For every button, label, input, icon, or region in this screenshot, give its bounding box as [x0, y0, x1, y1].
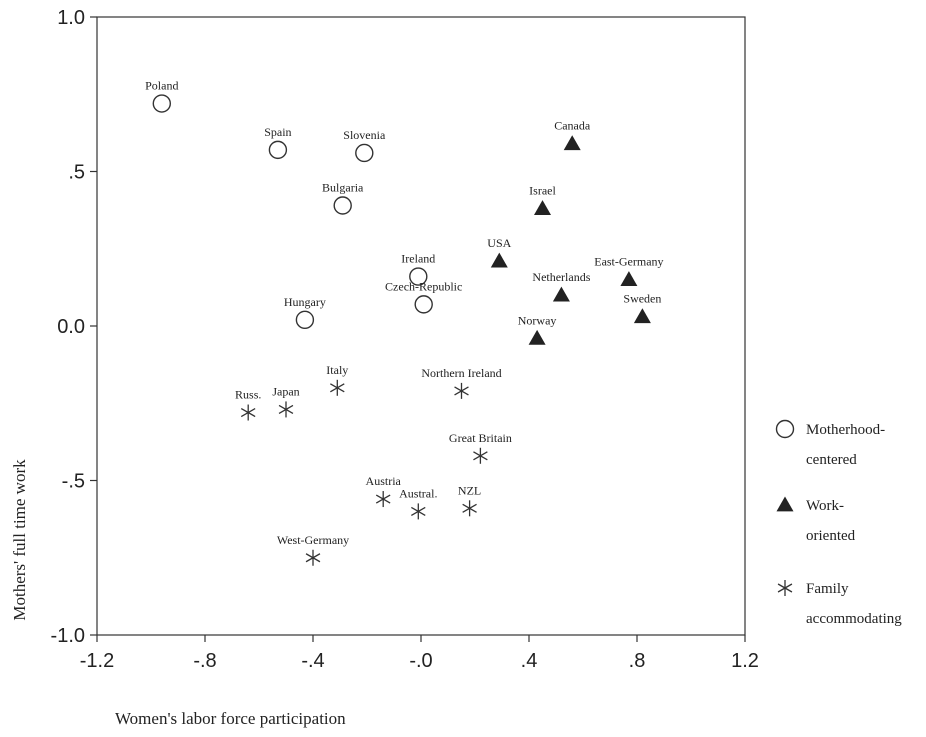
x-axis-ticks: -1.2 -.8 -.4 -.0 .4 .8 1.2: [80, 635, 759, 672]
point-norway: [528, 329, 546, 345]
point-nzl: [462, 500, 477, 517]
point-spain: [268, 140, 288, 160]
x-tick-label: -1.2: [80, 650, 114, 672]
point-israel: [534, 200, 551, 215]
x-tick-label: -.4: [301, 650, 324, 672]
y-tick-label: -1.0: [51, 625, 85, 647]
legend: Motherhood-centered Work-oriented Family ac…: [775, 419, 902, 627]
point-italy: [330, 379, 345, 396]
legend-label-motherhood-centered: Motherhood-: [806, 422, 885, 438]
point-label-poland: Poland: [145, 79, 178, 93]
point-label-israel: Israel: [529, 184, 556, 198]
point-russ: [240, 404, 256, 421]
point-label-nzl: NZL: [458, 483, 481, 497]
legend-label-work-oriented: oriented: [806, 528, 856, 544]
point-austria: [375, 491, 391, 508]
legend-marker-work-oriented: [776, 496, 794, 512]
point-west-germany: [305, 549, 321, 566]
legend-marker-motherhood-centered: [775, 419, 795, 439]
point-label-west-germany: West-Germany: [277, 533, 349, 547]
y-tick-label: 0.0: [57, 316, 85, 338]
y-tick-label: 1.0: [57, 7, 85, 29]
x-axis-label: Women's labor force participation: [115, 709, 346, 728]
point-label-russ: Russ.: [235, 388, 261, 402]
point-label-netherlands: Netherlands: [532, 270, 590, 284]
point-label-austria: Austria: [366, 474, 402, 488]
point-label-bulgaria: Bulgaria: [322, 180, 364, 194]
point-label-sweden: Sweden: [623, 292, 661, 306]
point-label-northern-ireland: Northern Ireland: [421, 366, 501, 380]
point-label-austral: Austral.: [399, 486, 437, 500]
point-czech-republic: [414, 295, 433, 314]
legend-label-family-accommodating: Family: [806, 581, 849, 597]
point-ireland: [409, 267, 428, 286]
point-japan: [278, 401, 294, 418]
point-austral: [411, 503, 426, 520]
point-label-spain: Spain: [264, 125, 291, 139]
point-usa: [490, 252, 508, 268]
point-sweden: [633, 308, 651, 324]
legend-label-motherhood-centered: centered: [806, 452, 857, 468]
point-label-east-germany: East-Germany: [594, 255, 663, 269]
y-axis-label: Mothers' full time work: [10, 459, 29, 621]
point-netherlands: [552, 286, 570, 302]
point-hungary: [295, 310, 315, 330]
point-canada: [563, 135, 581, 151]
point-slovenia: [355, 143, 374, 163]
point-great-britain: [473, 447, 488, 464]
plot-frame: [96, 16, 746, 636]
point-label-ireland: Ireland: [401, 252, 435, 266]
point-label-italy: Italy: [326, 363, 348, 377]
y-tick-label: .5: [68, 162, 85, 184]
point-label-usa: USA: [487, 236, 511, 250]
point-label-norway: Norway: [518, 313, 557, 327]
legend-label-work-oriented: Work-: [806, 498, 844, 514]
legend-marker-family-accommodating: [777, 580, 793, 596]
y-tick-label: -.5: [62, 471, 85, 493]
legend-label-family-accommodating: accommodating: [806, 611, 902, 627]
point-poland: [152, 94, 172, 113]
point-label-japan: Japan: [272, 384, 299, 398]
point-label-slovenia: Slovenia: [343, 128, 386, 142]
x-tick-label: -.8: [193, 650, 216, 672]
x-tick-label: 1.2: [731, 650, 759, 672]
x-tick-label: -.0: [409, 650, 432, 672]
y-axis-ticks: 1.0 .5 0.0 -.5 -1.0: [51, 7, 97, 647]
point-label-czech-republic: Czech-Republic: [385, 279, 462, 293]
point-east-germany: [620, 271, 638, 287]
data-points: Poland Spain Slovenia Bulgaria Ireland Czech-…: [145, 79, 664, 566]
point-label-canada: Canada: [554, 119, 591, 133]
x-tick-label: .8: [629, 650, 646, 672]
point-label-hungary: Hungary: [284, 295, 326, 309]
point-northern-ireland: [454, 382, 469, 399]
point-label-great-britain: Great Britain: [449, 431, 512, 445]
x-tick-label: .4: [521, 650, 538, 672]
point-bulgaria: [333, 196, 352, 215]
